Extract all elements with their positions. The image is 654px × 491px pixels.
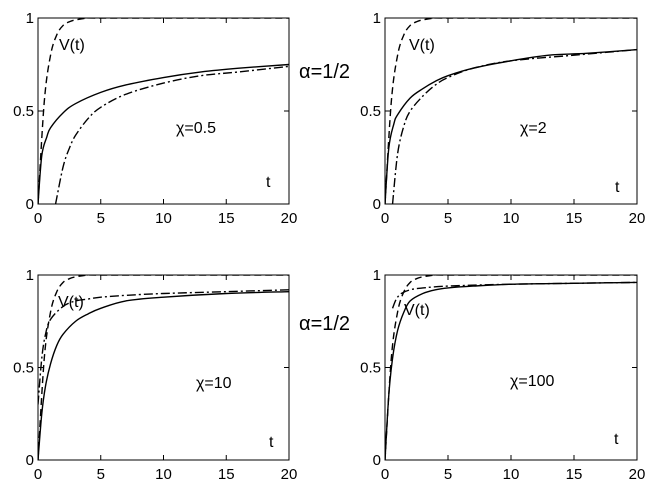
- series-solid-line: [38, 63, 289, 204]
- x-axis-label: t: [266, 174, 271, 191]
- y-tick-label: 1: [373, 10, 381, 27]
- x-tick-label: 10: [503, 466, 520, 483]
- x-tick-label: 20: [281, 210, 298, 227]
- series-dashdot-line: [391, 281, 637, 309]
- panel-4: 0 5 10 15 20 0 0.5 1 V(t) χ=100 t: [360, 267, 645, 483]
- x-tick-label: 20: [281, 466, 298, 483]
- x-tick-label: 0: [381, 466, 389, 483]
- y-tick-label: 0.5: [13, 360, 34, 377]
- x-tick-label: 20: [629, 466, 646, 483]
- x-axis-label: t: [614, 431, 619, 448]
- series-dashdot-line: [391, 48, 637, 204]
- alpha-label-bottom: α=1/2: [299, 313, 350, 335]
- x-tick-label: 5: [444, 210, 452, 227]
- y-tick-label: 0.5: [360, 360, 381, 377]
- x-tick-label: 15: [566, 210, 583, 227]
- chi-param-label: χ=0.5: [176, 120, 216, 137]
- x-tick-label: 0: [34, 466, 42, 483]
- curve-label-vt: V(t): [58, 294, 84, 311]
- y-tick-label: 0.5: [13, 103, 34, 120]
- y-tick-label: 1: [373, 267, 381, 284]
- x-axis-label: t: [269, 434, 274, 451]
- y-tick-label: 1: [26, 267, 34, 284]
- x-tick-label: 15: [218, 466, 235, 483]
- panel-1: 0 5 10 15 20 0 0.5 1 V(t) χ=0.5 t: [13, 10, 297, 227]
- series-dashed-line: [38, 18, 289, 204]
- y-tick-label: 0: [26, 196, 34, 213]
- y-tick-label: 0: [373, 196, 381, 213]
- x-tick-label: 15: [218, 210, 235, 227]
- series-dashed-line: [385, 18, 637, 204]
- y-tick-label: 0: [26, 452, 34, 469]
- x-axis-label: t: [615, 179, 620, 196]
- x-tick-label: 5: [97, 210, 105, 227]
- curve-label-vt: V(t): [409, 37, 435, 54]
- x-tick-label: 10: [503, 210, 520, 227]
- curve-label-vt: V(t): [59, 37, 85, 54]
- alpha-label-top: α=1/2: [299, 61, 350, 83]
- y-tick-label: 0.5: [360, 103, 381, 120]
- chi-param-label: χ=10: [196, 375, 232, 392]
- x-tick-label: 0: [34, 210, 42, 227]
- panel-2: 0 5 10 15 20 0 0.5 1 V(t) χ=2 t: [360, 10, 645, 227]
- series-solid-line: [385, 48, 637, 204]
- x-tick-label: 0: [381, 210, 389, 227]
- series-dashed-line: [385, 275, 637, 460]
- chi-param-label: χ=100: [510, 373, 555, 390]
- series-dashed-line: [38, 275, 289, 460]
- x-tick-label: 10: [155, 210, 172, 227]
- x-tick-label: 5: [444, 466, 452, 483]
- x-tick-label: 20: [629, 210, 646, 227]
- curve-label-vt: V(t): [404, 302, 430, 319]
- series-dashdot-line: [54, 65, 289, 204]
- x-tick-label: 5: [97, 466, 105, 483]
- x-tick-label: 15: [566, 466, 583, 483]
- panel-3: 0 5 10 15 20 0 0.5 1 V(t) χ=10 t: [13, 267, 297, 483]
- y-tick-label: 1: [26, 10, 34, 27]
- series-solid-line: [38, 290, 289, 460]
- series-solid-line: [385, 281, 637, 460]
- x-tick-label: 10: [155, 466, 172, 483]
- chi-param-label: χ=2: [520, 120, 547, 137]
- series-dashdot-line: [38, 289, 289, 405]
- y-tick-label: 0: [373, 452, 381, 469]
